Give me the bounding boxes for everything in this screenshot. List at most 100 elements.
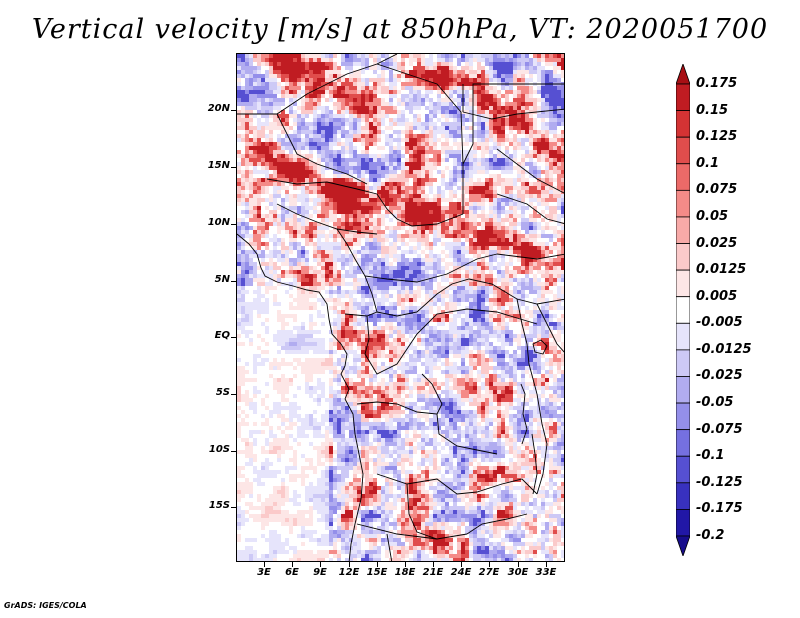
colorbar-segment [676,322,690,351]
colorbar-label: 0.175 [696,76,738,91]
colorbar-max-triangle [676,64,690,85]
border-line [496,148,564,194]
border-line [376,193,464,227]
lat-label: 20N [207,103,230,114]
lon-tick [264,562,265,567]
border-line [344,398,364,561]
border-line [531,433,538,495]
colorbar-label: 0.025 [696,235,738,251]
colorbar-label: 0.005 [696,288,738,304]
border-line [376,278,564,317]
colorbar-segment [676,349,690,377]
lat-tick [231,281,236,282]
colorbar-label: -0.0125 [696,341,752,357]
colorbar-label: 0.05 [696,208,729,224]
border-line [237,233,350,400]
colorbar-label: -0.125 [696,474,743,490]
colorbar-segment [676,455,690,484]
border-line [364,275,378,313]
lat-label: 10S [208,444,230,455]
border-line [364,315,418,375]
colorbar-label: -0.075 [696,421,743,437]
colorbar-label: -0.005 [696,315,743,331]
lon-label: 18E [394,567,416,578]
lon-tick [349,562,350,567]
lat-label: 10N [207,217,230,228]
velocity-map [236,53,565,562]
colorbar-segment [676,189,690,218]
colorbar-segment [676,269,690,298]
border-line [532,339,548,355]
border-line [406,483,468,540]
colorbar-label: 0.0125 [696,262,747,278]
border-line [376,473,538,495]
lon-tick [433,562,434,567]
lon-label: 33E [535,567,557,578]
colorbar-segment [676,376,690,404]
colorbar-segment [676,402,690,431]
lon-label: 3E [257,567,271,578]
lat-tick [231,507,236,508]
lat-label: 5N [214,274,230,285]
grads-credit: GrADS: IGES/COLA [4,601,87,610]
colorbar-label: 0.1 [696,155,720,171]
border-line [386,533,393,561]
border-line [336,228,498,283]
border-line [520,383,528,445]
colorbar-label: -0.025 [696,368,743,384]
border-line [421,373,443,415]
lon-tick [292,562,293,567]
border-line [496,193,564,224]
map-title: Vertical velocity [m/s] at 850hPa, VT: 2… [31,14,769,45]
lat-label: EQ [214,330,230,341]
country-borders [237,54,564,561]
colorbar-segment [676,83,690,111]
border-line [516,298,538,395]
lat-tick [231,451,236,452]
lon-label: 30E [507,567,529,578]
lat-tick [231,110,236,111]
lon-label: 21E [422,567,444,578]
lat-tick [231,167,236,168]
lat-label: 15S [208,500,230,511]
border-line [376,63,464,214]
lon-tick [489,562,490,567]
colorbar-segment [676,110,690,138]
colorbar-label: 0.15 [696,102,729,118]
lon-label: 12E [338,567,360,578]
border-line [356,523,438,540]
colorbar-segment [676,429,690,457]
colorbar-segment [676,136,690,165]
colorbar-segment [676,509,690,537]
border-line [276,113,368,185]
lat-label: 15N [207,160,230,171]
lon-tick [320,562,321,567]
lat-tick [231,337,236,338]
border-line [536,303,564,353]
colorbar [676,64,690,556]
colorbar-label: -0.175 [696,501,743,517]
lat-tick [231,394,236,395]
colorbar-label: 0.125 [696,129,738,145]
border-line [416,308,538,335]
border-line [496,253,564,260]
lon-label: 15E [366,567,388,578]
lon-tick [518,562,519,567]
colorbar-segment [676,163,690,191]
border-line [276,203,378,235]
border-line [466,513,528,535]
colorbar-label: 0.075 [696,182,738,198]
velocity-field [237,54,564,561]
lon-label: 24E [450,567,472,578]
colorbar-segment [676,216,690,244]
velocity-shading [237,54,564,561]
colorbar-segment [676,243,690,271]
lon-tick [405,562,406,567]
lon-tick [546,562,547,567]
lon-label: 6E [285,567,299,578]
colorbar-label: -0.1 [696,448,725,464]
lat-tick [231,224,236,225]
colorbar-min-triangle [676,535,690,556]
border-line [462,84,564,120]
colorbar-label: -0.05 [696,395,734,411]
